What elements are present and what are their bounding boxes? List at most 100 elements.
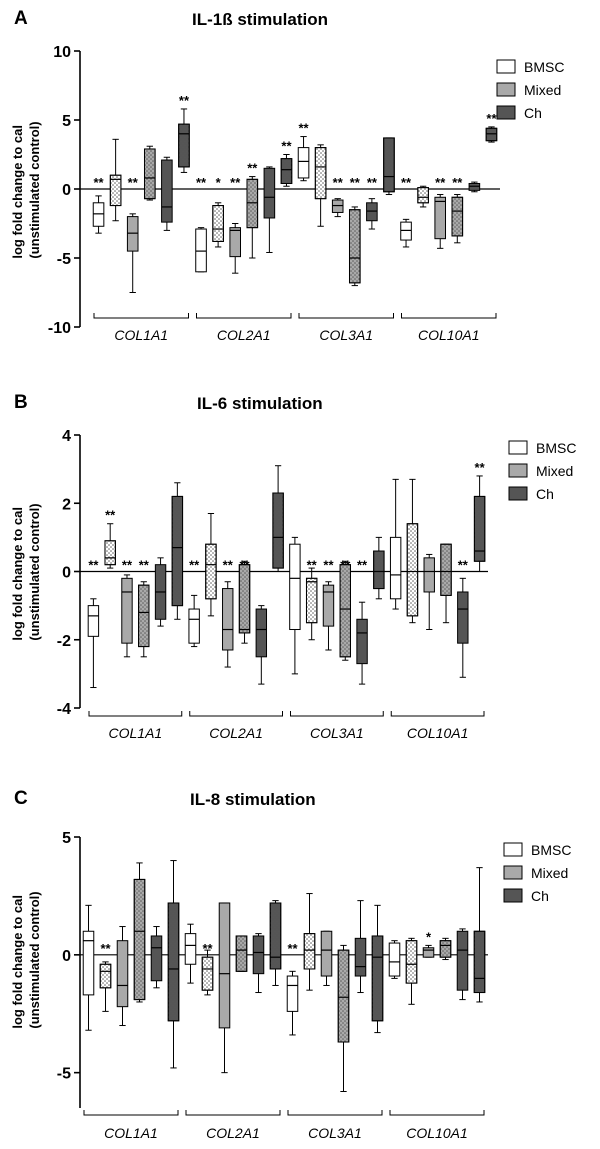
box-stipple — [451, 196, 464, 237]
box-col2a1-bmsc-stim — [205, 512, 217, 617]
box-col10a1-ch-stim: ** — [473, 460, 486, 572]
y-tick-label: 5 — [62, 830, 71, 847]
significance-marker: ** — [350, 175, 361, 190]
significance-marker: ** — [100, 941, 111, 956]
box-col1a1-ch-stim — [171, 482, 184, 620]
group-label-col2a1: COL2A1 — [206, 1125, 260, 1141]
box-stipple — [473, 495, 486, 562]
box-body — [356, 618, 368, 665]
group-label-col3a1: COL3A1 — [308, 1125, 362, 1141]
group-bracket — [196, 313, 292, 319]
box-col2a1-mixed-stim: ** — [246, 161, 258, 259]
box-stipple — [104, 540, 116, 566]
box-col2a1-bmsc-unstim: ** — [188, 558, 200, 648]
box-col1a1-ch-unstim — [161, 156, 173, 231]
group-label-col2a1: COL2A1 — [217, 327, 271, 343]
significance-marker: * — [216, 175, 222, 190]
box-body — [255, 608, 268, 658]
y-tick-label: -4 — [57, 701, 71, 718]
box-body — [320, 930, 333, 977]
y-tick-label: 0 — [62, 565, 71, 582]
box-col1a1-mixed-unstim — [116, 926, 129, 1027]
legend-swatch-mixed — [503, 865, 523, 880]
legend-swatch-mixed — [508, 463, 528, 478]
box-col2a1-mixed-unstim: ** — [229, 175, 241, 274]
legend-label-ch: Ch — [531, 888, 549, 904]
box-col10a1-ch-stim — [473, 867, 486, 1003]
significance-marker: ** — [179, 93, 190, 108]
panel-letter: A — [14, 8, 28, 29]
box-body — [263, 167, 276, 219]
box-col10a1-ch-unstim: ** — [457, 558, 469, 678]
significance-marker: ** — [281, 139, 292, 154]
box-col3a1-mixed-stim: ** — [348, 175, 361, 287]
box-stipple — [339, 564, 351, 658]
box-stipple — [337, 949, 350, 1043]
box-col2a1-ch-unstim — [263, 166, 276, 253]
box-body — [184, 933, 197, 965]
y-axis-label: log fold change to cal (unstimulated con… — [10, 503, 42, 640]
box-stipple — [371, 935, 384, 1022]
box-col1a1-bmsc-unstim: ** — [87, 558, 100, 689]
significance-marker: ** — [452, 175, 463, 190]
panel-title: IL-1ß stimulation — [192, 10, 328, 29]
legend-swatch-ch — [508, 486, 528, 501]
significance-marker: ** — [401, 175, 412, 190]
box-stipple — [439, 940, 452, 958]
box-stipple — [138, 584, 150, 648]
box-col2a1-mixed-stim: ** — [238, 558, 251, 644]
box-stipple — [406, 523, 419, 617]
box-body — [322, 584, 335, 627]
group-label-col3a1: COL3A1 — [319, 327, 373, 343]
legend-label-bmsc: BMSC — [524, 59, 564, 75]
significance-marker: ** — [189, 558, 200, 573]
group-bracket — [189, 711, 283, 717]
box-stipple — [238, 564, 251, 634]
y-axis-label-line-2: (unstimulated control) — [27, 121, 42, 258]
group-bracket — [401, 313, 497, 319]
box-body — [434, 196, 447, 240]
y-axis-label: log fold change to cal (unstimulated con… — [10, 891, 42, 1028]
legend-label-bmsc: BMSC — [531, 842, 571, 858]
significance-marker: ** — [475, 460, 486, 475]
legend-label-ch: Ch — [524, 105, 542, 121]
legend: BMSC Mixed Ch — [496, 59, 564, 121]
box-body — [468, 182, 481, 191]
box-stipple — [99, 963, 112, 989]
box-col10a1-mixed-stim — [440, 543, 452, 624]
y-tick-label: -5 — [57, 251, 71, 268]
box-body — [252, 935, 265, 975]
legend-swatch-ch — [503, 888, 523, 903]
legend-label-mixed: Mixed — [536, 463, 573, 479]
box-plots: ** ****** * ********** ** ** ** ** **** — [92, 93, 497, 293]
box-col3a1-ch-unstim — [354, 900, 367, 994]
box-stipple — [178, 123, 190, 168]
box-col10a1-bmsc-stim — [417, 185, 429, 208]
box-stipple — [305, 577, 318, 624]
legend-label-ch: Ch — [536, 486, 554, 502]
group-bracket — [83, 1110, 179, 1116]
box-col3a1-mixed-unstim: ** — [331, 175, 344, 218]
group-bracket — [88, 711, 183, 717]
box-stipple — [417, 187, 429, 204]
significance-marker: ** — [93, 175, 104, 190]
box-body — [388, 942, 401, 977]
panel-b: B IL-6 stimulation log fold change to ca… — [10, 392, 576, 741]
box-stipple — [303, 933, 316, 970]
box-col3a1-ch-stim — [373, 536, 385, 600]
box-body — [422, 947, 435, 958]
box-col3a1-bmsc-stim — [314, 144, 327, 227]
box-col10a1-bmsc-unstim — [388, 940, 401, 979]
group-label-col2a1: COL2A1 — [209, 725, 263, 741]
box-body — [87, 605, 100, 637]
box-body — [354, 937, 367, 977]
box-col2a1-bmsc-stim: ** — [201, 941, 213, 996]
significance-marker: ** — [122, 558, 133, 573]
significance-marker: ** — [139, 558, 150, 573]
significance-marker: ** — [435, 175, 446, 190]
group-bracket — [298, 313, 394, 319]
y-axis-label: log fold change to cal (unstimulated con… — [10, 121, 42, 258]
group-labels: COL1A1 COL2A1 COL3A1 COL10A1 — [83, 1110, 485, 1141]
box-body — [218, 902, 231, 1029]
group-label-col3a1: COL3A1 — [310, 725, 364, 741]
